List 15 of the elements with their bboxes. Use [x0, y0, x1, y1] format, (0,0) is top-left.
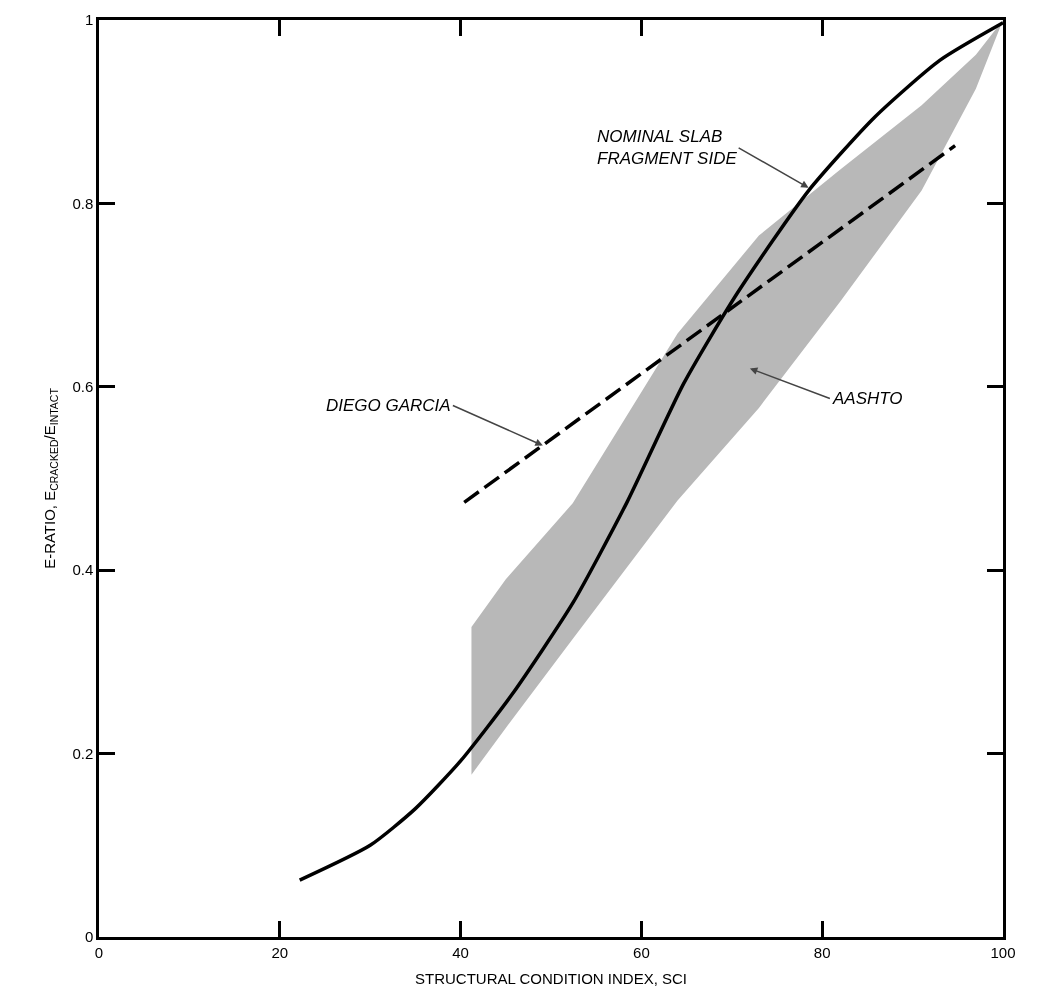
- annotation: DIEGO GARCIA: [326, 396, 451, 415]
- y-tick-label: 1: [84, 11, 94, 29]
- y-tick-label: 0.4: [72, 561, 94, 579]
- x-tick-label: 60: [633, 943, 650, 961]
- x-axis-title: STRUCTURAL CONDITION INDEX, SCI: [415, 969, 687, 987]
- y-tick-label: 0.6: [72, 378, 94, 396]
- x-tick-label: 40: [452, 943, 469, 961]
- y-tick-label: 0.8: [72, 194, 94, 212]
- y-tick-label: 0: [84, 928, 94, 946]
- x-tick-label: 100: [990, 943, 1016, 961]
- y-tick-label: 0.2: [72, 744, 94, 762]
- x-tick-label: 20: [271, 943, 289, 961]
- annotation: NOMINAL SLAB FRAGMENT SIDE: [597, 127, 738, 169]
- annotation: AASHTO: [832, 389, 903, 408]
- x-tick-label: 80: [813, 943, 831, 961]
